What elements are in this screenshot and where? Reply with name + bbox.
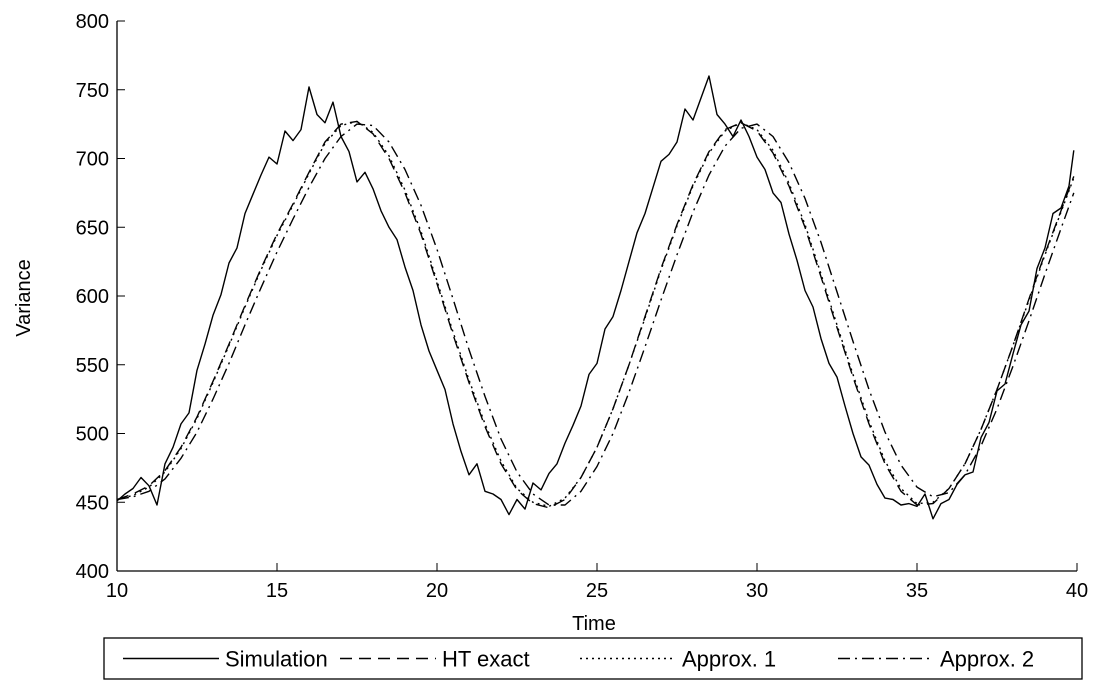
tick-marks [116,20,1078,572]
tick-labels: 10 15 20 25 30 35 40 400 450 500 550 600 650 700 750 80… [76,11,1089,602]
legend-label: Simulation [225,647,328,672]
y-tick-label: 650 [76,217,109,239]
legend-label: Approx. 2 [940,647,1034,672]
x-tick-label: 40 [1066,580,1088,602]
x-tick-label: 25 [586,580,608,602]
x-tick-label: 20 [426,580,448,602]
legend: Simulation HT exact Approx. 1 Approx. 2 [103,637,1083,680]
series-line-approx-1 [116,120,1075,508]
x-tick-label: 10 [106,580,128,602]
x-tick-label: 35 [906,580,928,602]
y-axis-label: Variance [13,259,35,336]
y-tick-label: 800 [76,11,109,33]
y-tick-label: 400 [76,561,109,583]
y-tick-label: 700 [76,149,109,171]
x-axis-label: Time [572,613,616,635]
legend-label: Approx. 1 [682,647,776,672]
y-tick-label: 600 [76,286,109,308]
axes [116,21,1077,572]
legend-label: HT exact [442,647,530,672]
y-tick-label: 550 [76,355,109,377]
y-tick-label: 750 [76,80,109,102]
x-tick-label: 15 [266,580,288,602]
series-line-simulation [116,75,1075,520]
y-tick-label: 500 [76,424,109,446]
series-line-ht-exact [116,120,1075,509]
x-tick-label: 30 [746,580,768,602]
y-tick-label: 450 [76,492,109,514]
series-line-approx-2 [116,123,1075,506]
series-lines [116,75,1075,520]
